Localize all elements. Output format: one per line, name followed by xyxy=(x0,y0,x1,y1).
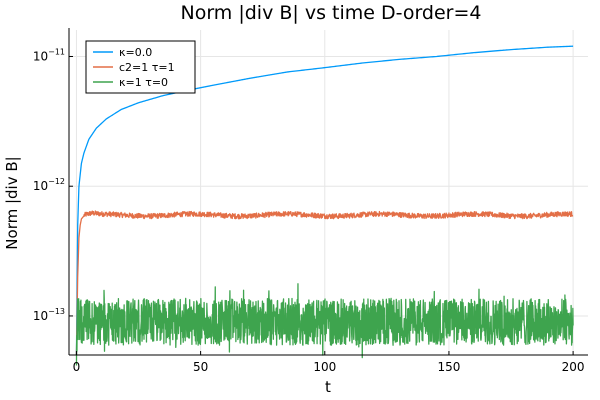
legend: κ=0.0 c2=1 τ=1 κ=1 τ=0 xyxy=(85,40,196,94)
series-layer xyxy=(75,45,574,366)
y-tick-label: 10−13 xyxy=(33,307,65,323)
chart-title: Norm |div B| vs time D-order=4 xyxy=(180,2,481,24)
y-tick-label: 10−12 xyxy=(33,177,65,193)
series-line xyxy=(75,210,574,356)
x-tick-label: 0 xyxy=(73,360,81,374)
x-tick-label: 150 xyxy=(437,360,460,374)
y-tick-label: 10−11 xyxy=(33,47,65,63)
series-line xyxy=(75,283,574,366)
tick-labels: 0 50 100 150 200 10−13 10−12 10−11 xyxy=(33,47,585,374)
x-tick-label: 200 xyxy=(562,360,585,374)
legend-entry: κ=0.0 xyxy=(119,46,152,59)
legend-entry: c2=1 τ=1 xyxy=(119,61,175,74)
series-line xyxy=(75,45,574,356)
legend-entry: κ=1 τ=0 xyxy=(119,76,168,89)
x-tick-label: 100 xyxy=(313,360,336,374)
axes xyxy=(68,28,588,356)
x-axis-label: t xyxy=(325,378,331,396)
x-tick-label: 50 xyxy=(193,360,208,374)
y-axis-label: Norm |div B| xyxy=(3,156,21,249)
